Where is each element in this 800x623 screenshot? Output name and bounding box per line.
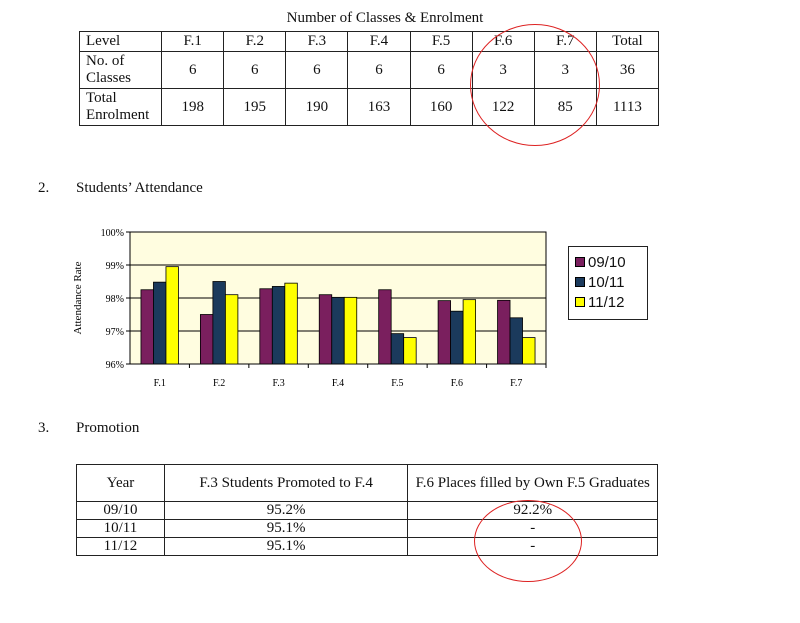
table-cell: 95.1% — [163, 519, 409, 538]
bar — [259, 288, 273, 365]
bar — [462, 299, 477, 365]
legend-swatch — [575, 277, 585, 287]
row-label: Total Enrolment — [78, 88, 163, 126]
table-cell: 95.2% — [163, 501, 409, 520]
legend-label: 10/11 — [588, 273, 625, 291]
bar — [390, 333, 405, 365]
header-cell: Total — [595, 31, 660, 52]
legend-label: 09/10 — [588, 253, 626, 271]
red-annotation-circle — [474, 500, 582, 582]
x-tick-label: F.6 — [451, 378, 463, 389]
table-cell: 11/12 — [76, 537, 165, 556]
header-cell: F.3 — [285, 31, 349, 52]
table-cell: 36 — [595, 51, 660, 89]
table-cell: 10/11 — [76, 519, 165, 538]
legend-item: 11/12 — [575, 292, 647, 312]
header-cell: F.3 Students Promoted to F.4 — [163, 464, 409, 502]
legend-item: 09/10 — [575, 252, 647, 272]
legend-swatch — [575, 257, 585, 267]
y-axis-label: Attendance Rate — [72, 261, 84, 334]
bar — [284, 282, 298, 365]
bar — [522, 337, 536, 365]
bar — [450, 310, 464, 365]
bar — [343, 296, 358, 365]
x-tick-label: F.4 — [332, 378, 344, 389]
bar — [165, 266, 179, 365]
x-tick-label: F.3 — [272, 378, 284, 389]
chart-legend: 09/10 10/11 11/12 — [568, 246, 648, 320]
enrolment-table-title: Number of Classes & Enrolment — [286, 10, 484, 26]
y-tick-label: 98% — [106, 294, 124, 305]
bar — [224, 294, 239, 365]
section-number: 3. — [38, 420, 50, 436]
table-cell: 09/10 — [76, 501, 165, 520]
y-tick-label: 97% — [106, 327, 124, 338]
y-tick-label: 96% — [106, 360, 124, 371]
bar — [271, 286, 286, 365]
table-header-row: Year F.3 Students Promoted to F.4 F.6 Pl… — [76, 464, 658, 502]
bar — [153, 281, 167, 365]
table-cell: 6 — [285, 51, 349, 89]
bar — [437, 300, 452, 365]
header-cell: Year — [76, 464, 165, 502]
red-annotation-circle — [470, 24, 600, 146]
header-cell: F.6 Places filled by Own F.5 Graduates — [407, 464, 658, 502]
y-tick-label: 100% — [101, 228, 124, 239]
row-label: No. of Classes — [78, 51, 163, 89]
bar — [509, 317, 523, 365]
x-tick-label: F.1 — [154, 378, 166, 389]
table-cell: 1113 — [595, 88, 660, 126]
bar — [318, 294, 333, 365]
table-cell: 6 — [347, 51, 411, 89]
section-title: Promotion — [76, 420, 140, 436]
legend-swatch — [575, 297, 585, 307]
bar — [331, 296, 345, 365]
y-tick-label: 99% — [106, 261, 124, 272]
bar — [497, 299, 511, 365]
header-cell: F.1 — [161, 31, 225, 52]
bar — [212, 281, 226, 365]
header-cell: F.2 — [223, 31, 287, 52]
x-tick-label: F.5 — [391, 378, 403, 389]
table-cell: 6 — [409, 51, 473, 89]
table-row: 11/12 95.1% - — [76, 537, 658, 556]
table-cell: 163 — [347, 88, 411, 126]
header-cell: Level — [78, 31, 163, 52]
attendance-chart: Attendance Rate 96% 97% 98% 99% 100% F.1 F.2 F.… — [72, 228, 547, 389]
table-cell: 6 — [223, 51, 287, 89]
section-number: 2. — [38, 180, 50, 196]
header-cell: F.5 — [409, 31, 473, 52]
bar — [140, 289, 154, 365]
section-title: Students’ Attendance — [76, 180, 203, 196]
x-tick-label: F.2 — [213, 378, 225, 389]
bar — [403, 337, 417, 365]
table-cell: 95.1% — [163, 537, 409, 556]
legend-item: 10/11 — [575, 272, 647, 292]
row-label-line: Total — [86, 90, 117, 106]
row-label-line: Classes — [86, 70, 131, 86]
table-cell: 195 — [223, 88, 287, 126]
row-label-line: No. of — [86, 53, 125, 69]
table-cell: 160 — [409, 88, 473, 126]
bar — [378, 289, 392, 365]
header-cell: F.4 — [347, 31, 411, 52]
table-cell: 190 — [285, 88, 349, 126]
row-label-line: Enrolment — [86, 107, 150, 123]
table-cell: 6 — [161, 51, 225, 89]
bar — [199, 314, 214, 365]
table-cell: 198 — [161, 88, 225, 126]
legend-label: 11/12 — [588, 293, 625, 311]
x-tick-label: F.7 — [510, 378, 522, 389]
